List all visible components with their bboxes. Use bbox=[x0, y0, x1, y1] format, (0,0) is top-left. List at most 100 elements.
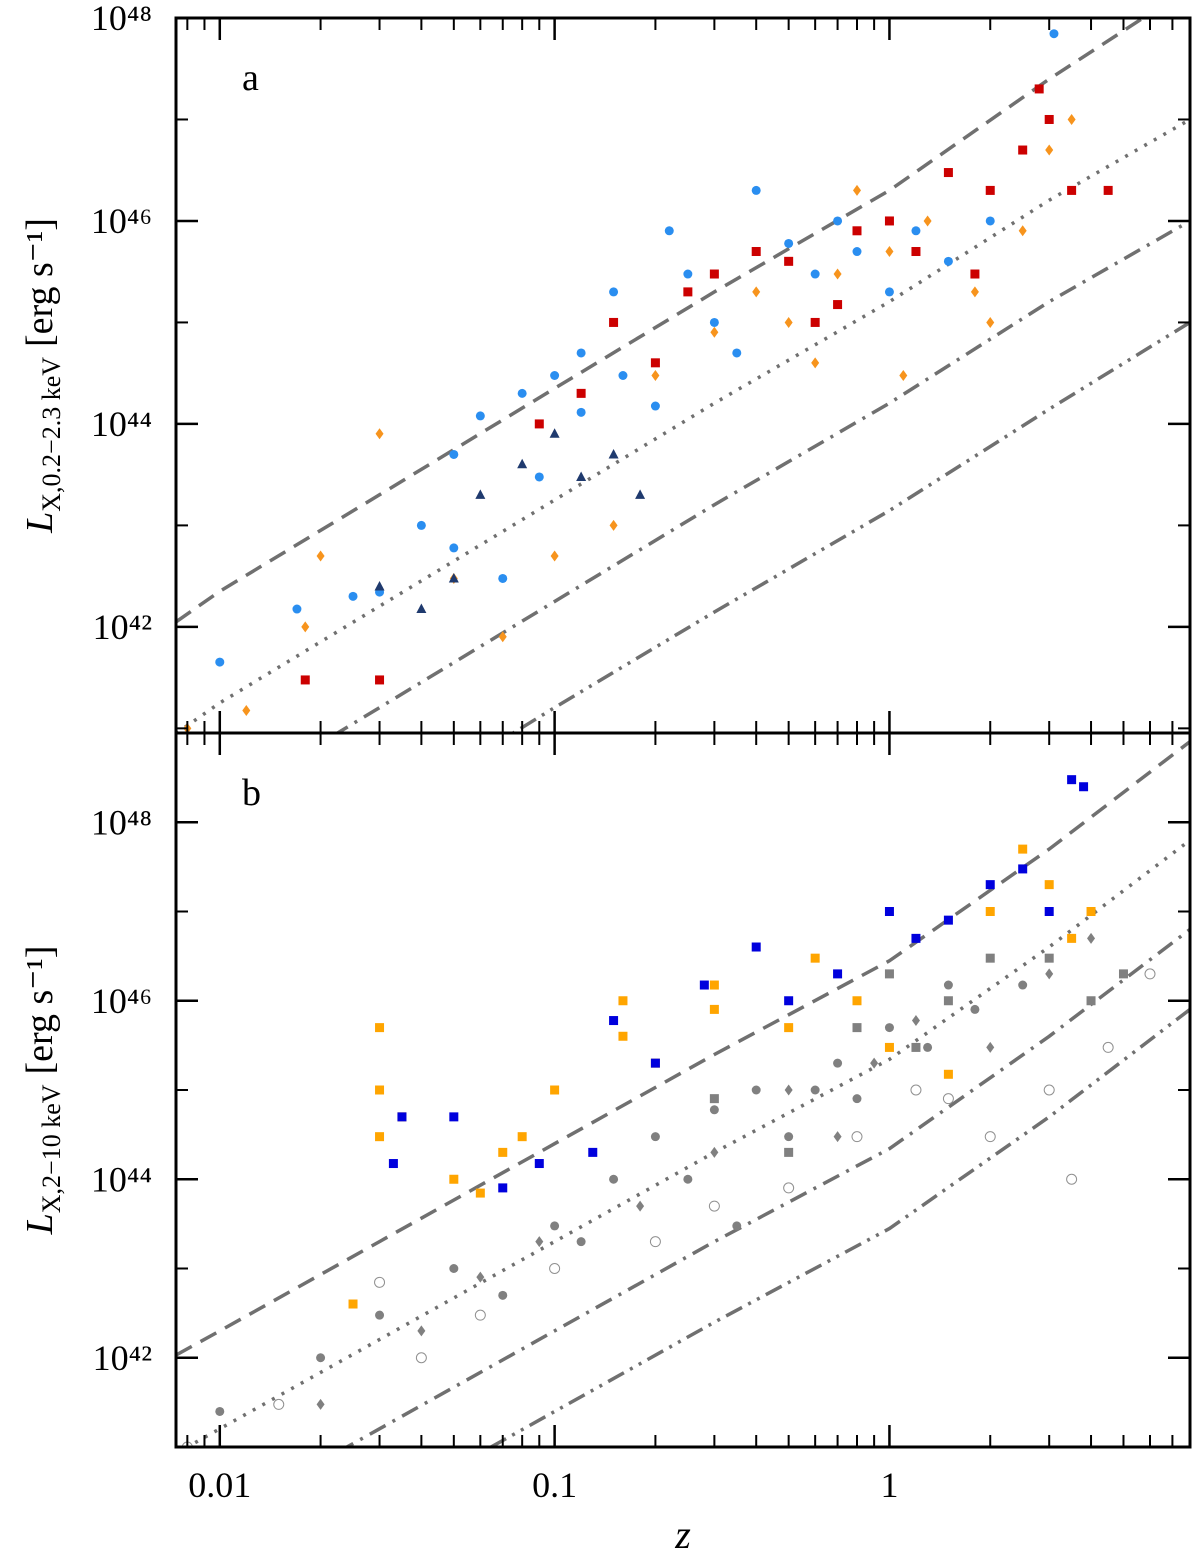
point bbox=[1103, 185, 1113, 195]
point bbox=[449, 1264, 459, 1273]
point bbox=[708, 1200, 720, 1212]
point bbox=[474, 1309, 486, 1321]
point bbox=[884, 216, 894, 226]
point bbox=[535, 1236, 544, 1248]
point bbox=[833, 1058, 843, 1068]
point bbox=[1043, 1084, 1055, 1096]
y-label-symbol: L bbox=[19, 1213, 61, 1235]
point bbox=[784, 256, 794, 266]
point bbox=[943, 996, 953, 1006]
point bbox=[415, 1352, 427, 1364]
point bbox=[851, 1131, 863, 1143]
point bbox=[1067, 185, 1077, 195]
point bbox=[301, 621, 310, 633]
point bbox=[1045, 968, 1054, 980]
point bbox=[784, 1147, 794, 1157]
point bbox=[810, 317, 820, 327]
point bbox=[699, 980, 709, 990]
point bbox=[609, 287, 619, 297]
point bbox=[943, 1069, 953, 1079]
point bbox=[985, 907, 995, 916]
point bbox=[943, 915, 953, 925]
point bbox=[449, 543, 459, 553]
y-label-subscript: X,0.2−2.3 keV bbox=[37, 357, 66, 512]
point bbox=[1018, 980, 1028, 990]
point bbox=[751, 942, 761, 952]
point bbox=[1087, 932, 1096, 944]
point bbox=[784, 1084, 793, 1096]
point bbox=[416, 520, 426, 530]
y-axis-label: LX,2−10 keV [erg s⁻¹] bbox=[19, 946, 66, 1236]
x-tick-label: 0.1 bbox=[532, 1465, 577, 1505]
point bbox=[215, 657, 225, 667]
point bbox=[833, 268, 842, 280]
point bbox=[1086, 996, 1096, 1006]
point bbox=[884, 287, 894, 297]
point bbox=[1018, 844, 1028, 854]
y-tick-label: 10⁴⁶ bbox=[91, 201, 152, 241]
point bbox=[517, 458, 528, 469]
plot-area bbox=[176, 740, 1190, 1447]
point bbox=[810, 269, 820, 279]
point bbox=[884, 1042, 894, 1052]
point bbox=[550, 1085, 560, 1095]
point bbox=[911, 226, 921, 236]
point bbox=[448, 572, 459, 583]
point bbox=[475, 489, 486, 499]
point bbox=[375, 1132, 385, 1142]
point bbox=[534, 1159, 544, 1169]
point bbox=[911, 1015, 920, 1027]
point bbox=[710, 326, 719, 338]
point bbox=[884, 907, 894, 916]
point bbox=[784, 316, 793, 328]
axes-frame bbox=[174, 731, 1192, 1449]
point bbox=[970, 286, 979, 298]
point bbox=[375, 675, 385, 685]
point bbox=[985, 216, 995, 226]
point bbox=[683, 1174, 693, 1184]
point bbox=[348, 591, 358, 601]
point bbox=[732, 1221, 742, 1231]
plot-area bbox=[176, 18, 1190, 733]
reference-line bbox=[334, 219, 1190, 733]
point bbox=[986, 1041, 995, 1053]
point bbox=[852, 996, 862, 1006]
reference-line bbox=[183, 838, 1190, 1447]
point bbox=[810, 1085, 820, 1095]
y-tick-label: 10⁴⁸ bbox=[91, 0, 152, 38]
y-axis-label: LX,0.2−2.3 keV [erg s⁻¹] bbox=[19, 218, 66, 534]
point bbox=[316, 1353, 326, 1363]
point bbox=[709, 1004, 719, 1014]
point bbox=[417, 1325, 426, 1337]
point bbox=[899, 370, 908, 381]
point bbox=[517, 388, 527, 398]
point bbox=[449, 1112, 459, 1122]
y-label-unit: [erg s⁻¹] bbox=[19, 946, 61, 1075]
point bbox=[1044, 953, 1054, 963]
point bbox=[608, 448, 619, 459]
point bbox=[709, 980, 719, 990]
point bbox=[449, 449, 459, 459]
y-tick-label: 10⁴⁶ bbox=[91, 981, 152, 1021]
reference-line bbox=[176, 740, 1190, 1357]
point bbox=[635, 489, 646, 499]
point bbox=[375, 1023, 385, 1033]
point bbox=[300, 675, 310, 685]
point bbox=[576, 1237, 586, 1247]
point bbox=[316, 550, 325, 562]
point bbox=[609, 1174, 619, 1184]
point bbox=[810, 953, 820, 963]
point bbox=[498, 573, 508, 583]
point bbox=[651, 370, 660, 381]
point bbox=[852, 1094, 862, 1104]
point bbox=[709, 269, 719, 279]
point bbox=[751, 185, 761, 195]
point bbox=[784, 238, 794, 248]
point bbox=[475, 1188, 485, 1198]
point bbox=[1086, 907, 1096, 916]
point bbox=[618, 1031, 628, 1041]
point bbox=[752, 286, 761, 298]
point bbox=[549, 1263, 561, 1274]
point bbox=[1034, 84, 1044, 94]
